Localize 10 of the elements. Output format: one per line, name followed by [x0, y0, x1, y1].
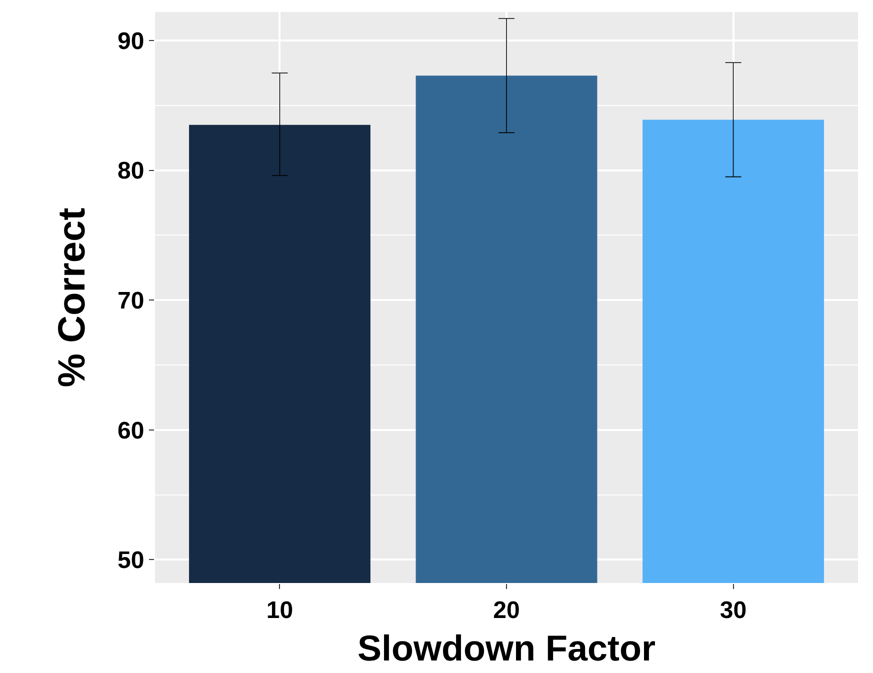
y-tick-label: 50	[117, 547, 144, 574]
y-tick-label: 60	[117, 417, 144, 444]
y-tick-label: 90	[117, 28, 144, 55]
x-axis-title: Slowdown Factor	[357, 628, 656, 668]
x-tick-label: 30	[720, 596, 747, 624]
x-tick-label: 10	[266, 596, 294, 624]
y-tick-label: 80	[117, 158, 144, 185]
y-tick-label: 70	[117, 288, 144, 314]
y-axis-title: % Correct	[52, 207, 94, 388]
x-tick-label: 20	[493, 596, 520, 624]
